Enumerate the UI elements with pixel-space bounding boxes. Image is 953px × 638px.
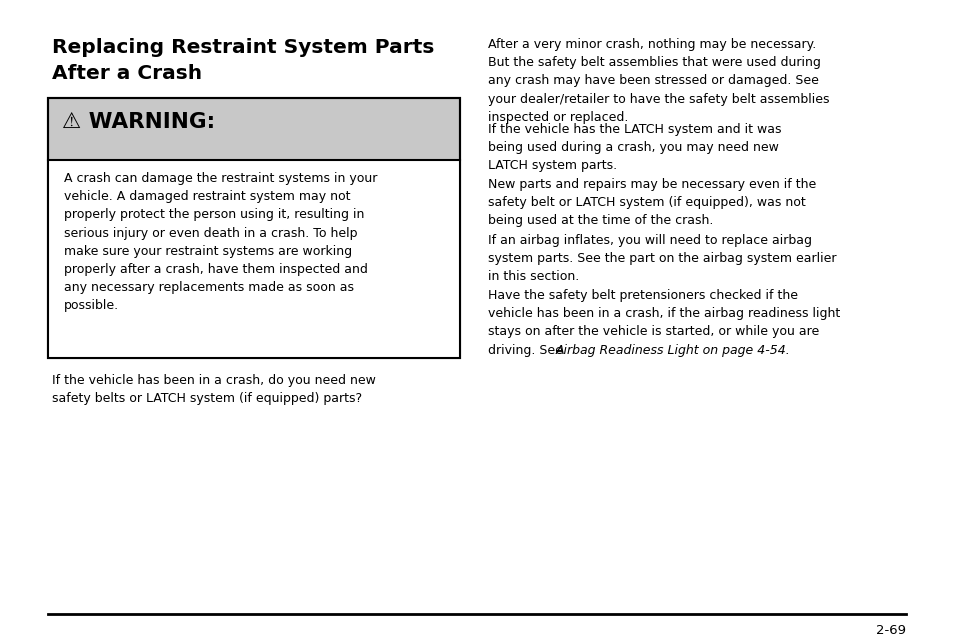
Text: 2-69: 2-69 bbox=[875, 624, 905, 637]
Bar bbox=[48, 98, 459, 358]
Text: If an airbag inflates, you will need to replace airbag
system parts. See the par: If an airbag inflates, you will need to … bbox=[488, 234, 836, 283]
Text: ⚠ WARNING:: ⚠ WARNING: bbox=[62, 112, 214, 132]
Text: If the vehicle has been in a crash, do you need new
safety belts or LATCH system: If the vehicle has been in a crash, do y… bbox=[52, 374, 375, 405]
Text: Replacing Restraint System Parts: Replacing Restraint System Parts bbox=[52, 38, 434, 57]
Text: Airbag Readiness Light on page 4-54.: Airbag Readiness Light on page 4-54. bbox=[555, 344, 789, 357]
Text: If the vehicle has the LATCH system and it was
being used during a crash, you ma: If the vehicle has the LATCH system and … bbox=[488, 122, 781, 172]
Text: After a very minor crash, nothing may be necessary.
But the safety belt assembli: After a very minor crash, nothing may be… bbox=[488, 38, 828, 124]
Text: New parts and repairs may be necessary even if the
safety belt or LATCH system (: New parts and repairs may be necessary e… bbox=[488, 178, 816, 227]
Text: Have the safety belt pretensioners checked if the
vehicle has been in a crash, i: Have the safety belt pretensioners check… bbox=[488, 289, 840, 357]
Bar bbox=[48, 98, 459, 358]
Bar bbox=[48, 160, 459, 358]
Text: After a Crash: After a Crash bbox=[52, 64, 202, 83]
Text: A crash can damage the restraint systems in your
vehicle. A damaged restraint sy: A crash can damage the restraint systems… bbox=[64, 172, 377, 313]
